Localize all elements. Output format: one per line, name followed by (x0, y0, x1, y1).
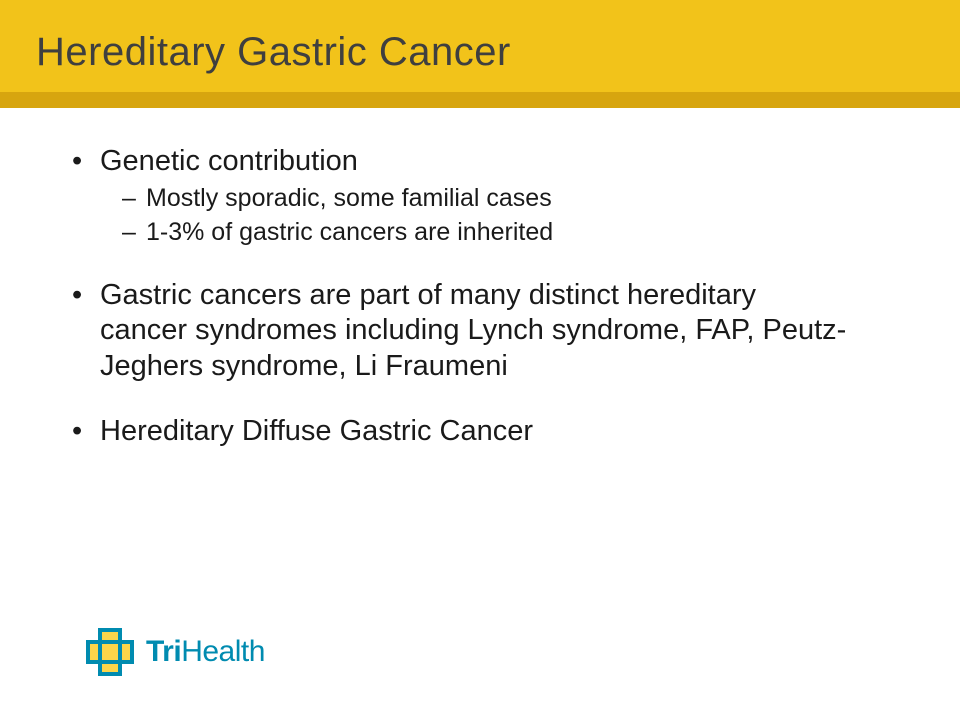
title-band: Hereditary Gastric Cancer (0, 0, 960, 120)
sub-bullet-item: Mostly sporadic, some familial cases (100, 183, 850, 214)
bullet-list: Genetic contribution Mostly sporadic, so… (72, 144, 850, 449)
bullet-item: Hereditary Diffuse Gastric Cancer (72, 414, 850, 449)
bullet-text: Genetic contribution (100, 145, 358, 177)
bullet-item: Gastric cancers are part of many distinc… (72, 278, 850, 384)
bullet-item: Genetic contribution Mostly sporadic, so… (72, 144, 850, 248)
sub-bullet-list: Mostly sporadic, some familial cases 1-3… (100, 183, 850, 248)
brand-logo: TriHealth (84, 626, 265, 678)
logo-wordmark: TriHealth (146, 635, 265, 669)
logo-word-part1: Tri (146, 635, 181, 668)
bullet-text: Gastric cancers are part of many distinc… (100, 279, 846, 382)
slide-body: Genetic contribution Mostly sporadic, so… (0, 120, 960, 449)
sub-bullet-item: 1-3% of gastric cancers are inherited (100, 217, 850, 248)
logo-mark-icon (84, 626, 136, 678)
title-band-accent (0, 92, 960, 108)
logo-word-part2: Health (181, 635, 265, 668)
slide-title: Hereditary Gastric Cancer (36, 30, 511, 75)
bullet-text: Hereditary Diffuse Gastric Cancer (100, 415, 533, 447)
